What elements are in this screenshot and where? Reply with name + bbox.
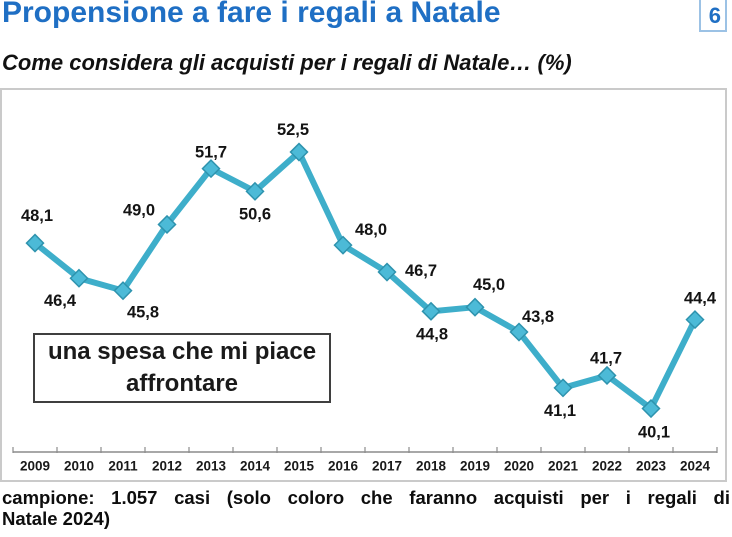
page-title: Propensione a fare i regali a Natale (2, 0, 501, 29)
chart-subtitle: Come considera gli acquisti per i regali… (2, 50, 572, 75)
x-axis-label: 2017 (372, 459, 402, 474)
data-point-marker (157, 214, 177, 235)
data-point-marker (69, 268, 89, 288)
x-axis-label: 2016 (328, 459, 359, 474)
data-label: 48,1 (21, 207, 53, 225)
data-label: 51,7 (195, 144, 227, 162)
data-point-marker (333, 235, 353, 255)
series-annotation-box: una spesa che mi piace affrontare (33, 333, 331, 403)
data-label: 48,0 (355, 221, 387, 239)
annotation-line-2: affrontare (125, 370, 239, 397)
data-point-marker (421, 301, 441, 321)
x-axis-label: 2018 (416, 459, 447, 474)
data-point-marker (685, 310, 705, 330)
data-label: 45,8 (127, 304, 159, 322)
data-label: 46,4 (44, 292, 77, 310)
x-axis-label: 2014 (240, 459, 271, 474)
data-label: 43,8 (522, 308, 554, 326)
x-axis-label: 2011 (108, 459, 138, 474)
sample-caption: campione: 1.057 casi (solo coloro che fa… (2, 487, 730, 529)
data-point-marker (245, 181, 265, 201)
data-label: 45,0 (473, 276, 505, 294)
chart-canvas: 2009 2010 2011 2012 2013 2014 2015 2016 2017 2018… (12, 121, 718, 474)
x-axis-label: 2021 (548, 459, 579, 474)
page-number: 6 (708, 3, 721, 28)
data-label: 40,1 (638, 424, 670, 442)
x-axis-label: 2010 (64, 459, 94, 474)
data-point-marker (377, 262, 397, 282)
x-axis-label: 2023 (636, 459, 667, 474)
line-series (32, 149, 698, 412)
data-point-marker (201, 159, 221, 179)
data-point-marker (597, 365, 617, 386)
data-label: 44,8 (416, 325, 448, 343)
data-label: 41,1 (544, 402, 576, 420)
line-chart: 2009 2010 2011 2012 2013 2014 2015 2016 2017 2018… (0, 88, 727, 482)
x-axis-label: 2013 (196, 459, 227, 474)
data-point-marker (113, 281, 133, 301)
data-point-marker (465, 297, 485, 317)
data-label: 50,6 (239, 205, 271, 223)
annotation-line-1: una spesa che mi piace (47, 338, 317, 365)
x-axis-label: 2020 (504, 459, 534, 474)
data-point-marker (25, 233, 45, 253)
caption-line-1: campione: 1.057 casi (solo coloro che fa… (2, 487, 730, 508)
x-axis-label: 2019 (460, 459, 490, 474)
x-axis-label: 2024 (680, 459, 711, 474)
page-number-badge: 6 (699, 0, 727, 32)
data-label: 52,5 (277, 121, 309, 139)
data-label: 46,7 (405, 262, 437, 280)
x-axis-label: 2015 (284, 459, 315, 474)
caption-line-2: Natale 2024) (2, 508, 110, 529)
x-axis-label: 2009 (20, 459, 50, 474)
data-label: 44,4 (684, 290, 717, 308)
x-axis-label: 2022 (592, 459, 622, 474)
x-axis-label: 2012 (152, 459, 182, 474)
data-point-marker (553, 378, 573, 398)
data-point-marker (641, 398, 661, 419)
data-label: 41,7 (590, 349, 622, 367)
data-point-marker (289, 142, 309, 162)
data-point-marker (509, 322, 529, 342)
data-label: 49,0 (123, 201, 155, 219)
